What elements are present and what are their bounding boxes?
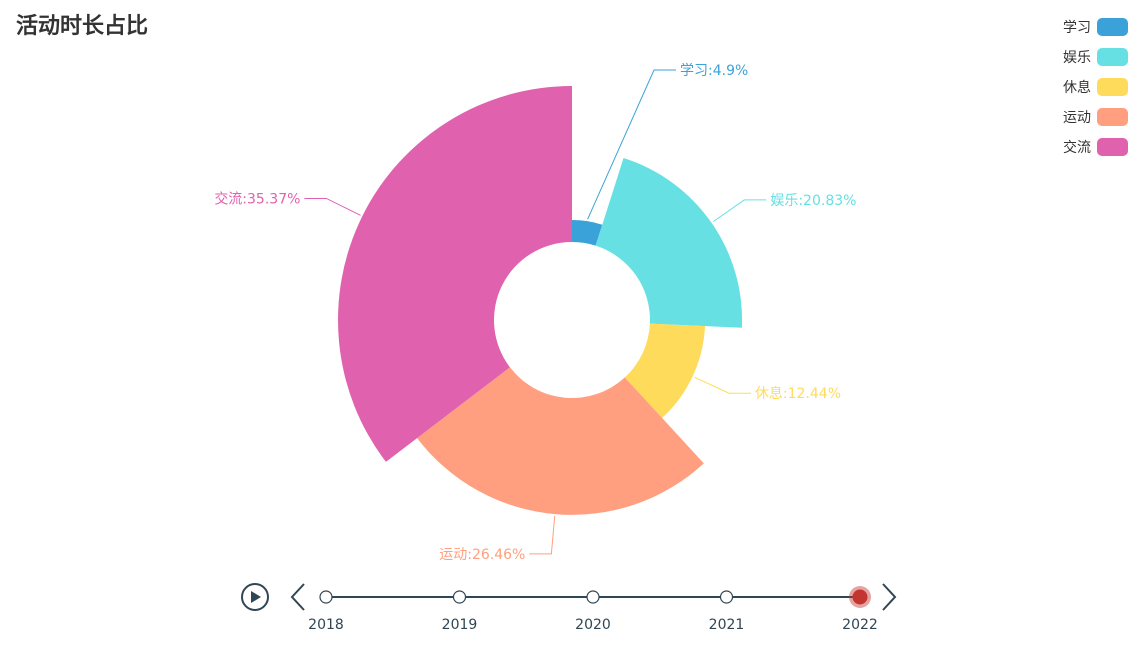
label-line-rest	[694, 376, 751, 394]
timeline: 2018 2019 2020 2021 2022	[241, 583, 897, 633]
legend: 学习 娱乐 休息 运动 交流	[1063, 12, 1128, 162]
slice-rest[interactable]	[624, 323, 706, 419]
play-icon	[251, 591, 261, 603]
legend-item-sport[interactable]: 运动	[1063, 102, 1128, 132]
legend-swatch	[1097, 78, 1128, 96]
legend-label: 交流	[1063, 140, 1091, 156]
labels-group: 学习:4.9% 娱乐:20.83% 休息:12.44% 运动:26.46% 交流:35.…	[214, 63, 856, 563]
label-line-entertainment	[712, 199, 767, 223]
slice-sport[interactable]	[417, 367, 704, 515]
legend-label: 学习	[1063, 20, 1091, 36]
timeline-point-2018[interactable]	[319, 590, 333, 604]
slice-study[interactable]	[572, 220, 603, 246]
slice-communication[interactable]	[338, 85, 572, 462]
timeline-point-2021[interactable]	[719, 590, 734, 604]
legend-swatch	[1097, 108, 1128, 126]
legend-item-entertainment[interactable]: 娱乐	[1063, 42, 1128, 72]
timeline-label-2020: 2020	[575, 617, 611, 633]
timeline-point-2019[interactable]	[452, 590, 467, 604]
legend-label: 休息	[1063, 80, 1091, 96]
play-button[interactable]	[241, 583, 269, 611]
legend-swatch	[1097, 18, 1128, 36]
timeline-label-2021: 2021	[709, 617, 745, 633]
data-label-sport: 运动:26.46%	[439, 547, 525, 563]
data-label-rest: 休息:12.44%	[755, 385, 841, 402]
slices-group	[338, 85, 743, 515]
legend-label: 娱乐	[1063, 50, 1091, 66]
data-label-communication: 交流:35.37%	[214, 190, 300, 207]
timeline-point-2020[interactable]	[586, 590, 600, 604]
legend-item-study[interactable]: 学习	[1063, 12, 1128, 42]
chart-title: 活动时长占比	[16, 14, 149, 39]
next-button[interactable]	[882, 583, 897, 611]
legend-label: 运动	[1063, 110, 1091, 126]
label-line-study	[587, 69, 676, 220]
timeline-label-2022: 2022	[842, 617, 878, 633]
prev-button[interactable]	[290, 583, 305, 611]
legend-swatch	[1097, 48, 1128, 66]
data-label-study: 学习:4.9%	[680, 63, 748, 79]
data-label-entertainment: 娱乐:20.83%	[770, 193, 856, 209]
label-line-sport	[529, 516, 556, 555]
timeline-label-2019: 2019	[442, 617, 478, 633]
legend-swatch	[1097, 138, 1128, 156]
label-line-communication	[304, 197, 361, 216]
timeline-label-2018: 2018	[308, 617, 344, 633]
timeline-point-2022[interactable]	[852, 589, 868, 605]
slice-entertainment[interactable]	[595, 157, 743, 328]
legend-item-communication[interactable]: 交流	[1063, 132, 1128, 162]
legend-item-rest[interactable]: 休息	[1063, 72, 1128, 102]
